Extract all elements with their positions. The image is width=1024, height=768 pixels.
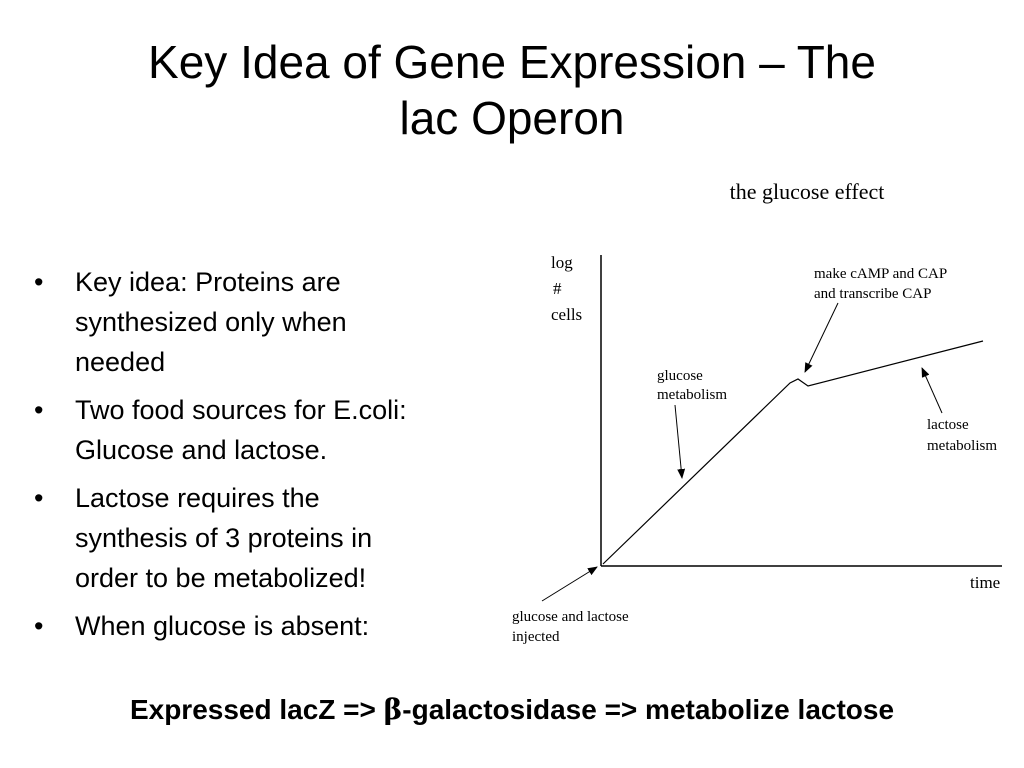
injected-annotation-line: glucose and lactose <box>512 609 629 625</box>
bullet-item: • When glucose is absent: <box>30 606 510 646</box>
lactose-annotation-line: lactose <box>927 417 969 433</box>
y-axis-label-line: log <box>551 253 573 272</box>
camp-annotation-line: make cAMP and CAP <box>814 266 947 282</box>
x-axis-label: time <box>970 573 1000 592</box>
injected-arrow <box>541 566 598 602</box>
bullet-line: order to be metabolized! <box>75 563 367 593</box>
lactose-arrow <box>921 367 943 414</box>
bullet-dot: • <box>34 395 44 425</box>
slide-title-line-2: lac Operon <box>399 92 625 144</box>
camp-annotation-line: and transcribe CAP <box>814 286 931 302</box>
glucose-arrow <box>674 404 686 479</box>
bullet-line: Glucose and lactose. <box>75 435 328 465</box>
bullet-dot: • <box>34 483 44 513</box>
camp-arrow <box>804 302 839 373</box>
bullet-item: • Lactose requires the synthesis of 3 pr… <box>30 478 510 598</box>
bullet-line: synthesis of 3 proteins in <box>75 523 373 553</box>
bullet-line: Lactose requires the <box>75 483 320 513</box>
y-axis-label-line: # <box>553 279 562 298</box>
figure-title: the glucose effect <box>730 179 885 204</box>
slide-title-line-1: Key Idea of Gene Expression – The <box>148 36 876 88</box>
bottom-statement: Expressed lacZ => β-galactosidase => met… <box>0 690 1024 730</box>
bullet-dot: • <box>34 611 44 641</box>
injected-annotation-line: injected <box>512 629 560 645</box>
glucose-annotation-line: glucose <box>657 368 703 384</box>
glucose-annotation-line: metabolism <box>657 387 727 403</box>
bullet-line: Key idea: Proteins are <box>75 267 341 297</box>
lactose-annotation-line: metabolism <box>927 438 997 454</box>
bullet-line: synthesized only when <box>75 307 347 337</box>
y-axis-label-line: cells <box>551 305 582 324</box>
bullet-line: Two food sources for E.coli: <box>75 395 407 425</box>
slide-title: Key Idea of Gene Expression – The lac Op… <box>20 34 1004 146</box>
bullet-line: needed <box>75 347 166 377</box>
bottom-statement-part-2: -galactosidase => metabolize lactose <box>402 694 895 725</box>
bullet-dot: • <box>34 267 44 297</box>
bullet-item: • Key idea: Proteins are synthesized onl… <box>30 262 510 382</box>
bullet-list: • Key idea: Proteins are synthesized onl… <box>30 262 510 654</box>
bullet-item: • Two food sources for E.coli: Glucose a… <box>30 390 510 470</box>
growth-curve <box>602 340 984 565</box>
bullet-line: When glucose is absent: <box>75 611 370 641</box>
beta-symbol: β <box>383 693 403 726</box>
bottom-statement-part-1: Expressed lacZ => <box>129 694 384 725</box>
